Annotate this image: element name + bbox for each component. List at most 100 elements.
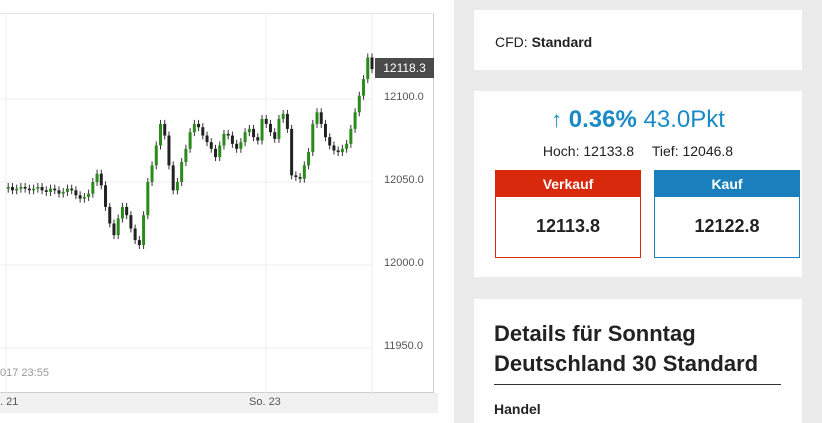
high-value: Hoch: 12133.8	[542, 143, 634, 159]
price-chart[interactable]: 017 23:55 . 21 So. 23 12100.0 12050.0 12…	[0, 0, 438, 423]
buy-button[interactable]: Kauf 12122.8	[654, 170, 800, 258]
candle	[154, 145, 158, 166]
candle	[213, 148, 217, 158]
candle	[243, 132, 247, 143]
candle	[353, 112, 357, 129]
candle	[290, 128, 294, 176]
candle	[163, 123, 167, 136]
current-price-tag: 12118.3	[375, 58, 434, 78]
candle	[82, 196, 86, 199]
candle	[226, 133, 230, 136]
candle	[15, 188, 19, 191]
candle	[357, 95, 361, 113]
candle	[273, 132, 277, 139]
y-tick-label: 12050.0	[384, 174, 424, 186]
details-title-line2: Deutschland 30 Standard	[494, 351, 759, 376]
candle	[256, 137, 260, 141]
cfd-type: CFD: Standard	[495, 34, 592, 50]
sell-price: 12113.8	[535, 216, 601, 236]
sell-button[interactable]: Verkauf 12113.8	[495, 170, 641, 258]
candle	[180, 162, 184, 182]
chart-grid	[0, 14, 373, 394]
candle	[167, 135, 171, 166]
candle	[311, 123, 315, 153]
candle	[281, 113, 285, 119]
candle	[49, 188, 53, 192]
buy-price: 12122.8	[694, 216, 760, 236]
candle	[23, 186, 27, 189]
candle	[260, 118, 264, 141]
candle	[53, 188, 57, 191]
candle	[370, 57, 374, 70]
low-value: Tief: 12046.8	[651, 143, 734, 159]
candle	[150, 165, 154, 182]
candle	[230, 135, 234, 144]
sell-label: Verkauf	[496, 171, 640, 197]
cfd-value: Standard	[531, 34, 593, 50]
candle	[277, 118, 281, 139]
chart-svg	[0, 14, 374, 394]
chart-timestamp: 017 23:55	[0, 367, 49, 379]
gutter	[438, 0, 454, 423]
divider	[494, 384, 781, 385]
candle	[239, 142, 243, 149]
candle	[44, 190, 48, 192]
details-title: Details für Sonntag Deutschland 30 Stand…	[494, 319, 784, 379]
candle	[36, 186, 40, 189]
candle	[125, 206, 129, 216]
candle	[366, 57, 370, 80]
details-section-trade: Handel	[494, 401, 541, 417]
candle	[32, 188, 36, 191]
arrow-up-icon: ↑	[551, 107, 563, 132]
candle	[40, 186, 44, 191]
candle	[95, 173, 99, 182]
candle	[74, 190, 78, 196]
candle	[247, 128, 251, 133]
candle	[137, 240, 141, 246]
candle	[146, 182, 150, 216]
candle	[6, 186, 10, 189]
candle	[201, 127, 205, 136]
candle	[19, 186, 23, 189]
candle	[328, 137, 332, 146]
candle	[142, 215, 146, 246]
candle	[104, 185, 108, 207]
candle	[235, 143, 239, 149]
candle	[129, 215, 133, 229]
candle	[205, 135, 209, 143]
candle	[340, 148, 344, 153]
y-tick-label: 12100.0	[384, 91, 424, 103]
quote-card: ↑ 0.36% 43.0Pkt Hoch: 12133.8 Tief: 1204…	[474, 91, 802, 277]
candle	[116, 218, 120, 236]
y-tick-label: 12000.0	[384, 257, 424, 269]
candle	[87, 193, 91, 197]
candle	[319, 112, 323, 124]
x-tick-label: So. 23	[249, 396, 281, 408]
candle	[120, 206, 124, 219]
candle	[57, 190, 61, 194]
high-low: Hoch: 12133.8 Tief: 12046.8	[474, 143, 802, 159]
candle	[222, 133, 226, 146]
chart-frame[interactable]: 017 23:55	[0, 13, 434, 394]
candle	[99, 173, 103, 186]
candle	[336, 150, 340, 153]
candle	[285, 113, 289, 129]
candle	[91, 182, 95, 194]
candle	[302, 165, 306, 179]
candle	[218, 145, 222, 158]
candle	[362, 79, 366, 96]
candle	[184, 148, 188, 163]
details-card: Details für Sonntag Deutschland 30 Stand…	[474, 299, 802, 423]
change-points: 43.0Pkt	[643, 106, 725, 133]
x-axis-strip: . 21 So. 23	[0, 393, 438, 413]
candle	[349, 128, 353, 144]
candle	[345, 143, 349, 149]
details-title-line1: Details für Sonntag	[494, 321, 696, 346]
candle	[209, 142, 213, 149]
candle	[65, 188, 69, 192]
y-tick-label: 11950.0	[384, 340, 423, 352]
cfd-card: CFD: Standard	[474, 10, 802, 70]
candle	[252, 128, 256, 138]
candle	[197, 123, 201, 128]
candle	[268, 123, 272, 133]
